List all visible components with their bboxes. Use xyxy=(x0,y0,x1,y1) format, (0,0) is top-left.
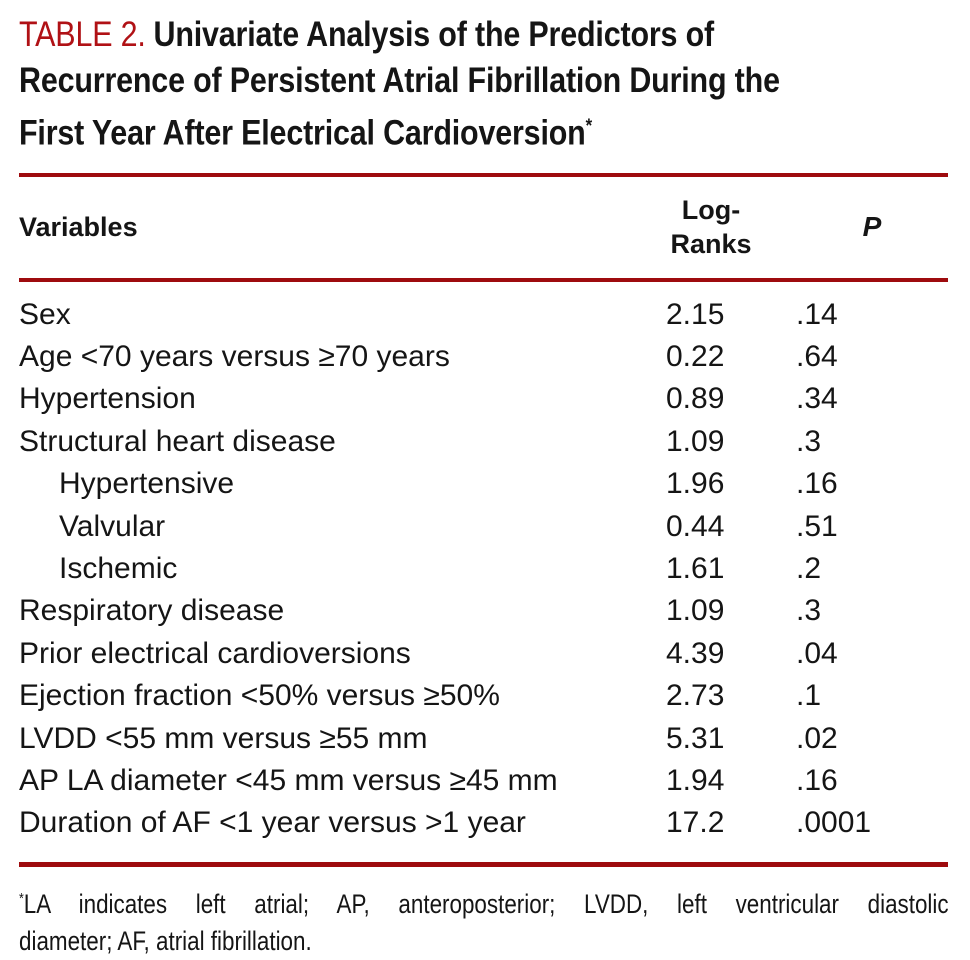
footnote-line-1: *LA indicates left atrial; AP, anteropos… xyxy=(19,881,949,923)
table-footnote: *LA indicates left atrial; AP, anteropos… xyxy=(19,881,949,960)
variable-cell: Ischemic xyxy=(59,552,178,585)
variable-cell: Age <70 years versus ≥70 years xyxy=(19,340,450,374)
p-value-cell: .1 xyxy=(796,679,822,713)
log-rank-cell: 1.61 xyxy=(666,552,725,585)
variable-cell: AP LA diameter <45 mm versus ≥45 mm xyxy=(19,763,558,797)
variable-cell: Respiratory disease xyxy=(19,594,285,628)
log-rank-cell: 0.22 xyxy=(666,340,725,374)
variable-cell: Duration of AF <1 year versus >1 year xyxy=(19,806,526,840)
variable-cell: LVDD <55 mm versus ≥55 mm xyxy=(19,721,428,755)
log-ranks-header-text: Log-Ranks xyxy=(670,195,752,260)
log-rank-cell: 1.96 xyxy=(666,467,725,501)
p-value-cell: .0001 xyxy=(796,806,872,840)
log-rank-cell: 1.09 xyxy=(666,594,725,628)
table-row: Hypertensive 1.96 .16 xyxy=(19,463,948,505)
log-rank-cell: 4.39 xyxy=(666,636,725,670)
table-row: Sex 2.15 .14 xyxy=(19,294,948,336)
p-value-cell: .02 xyxy=(796,721,838,755)
table-row: Valvular 0.44 .51 xyxy=(19,506,948,548)
table-row: LVDD <55 mm versus ≥55 mm 5.31 .02 xyxy=(19,718,948,760)
p-value-cell: .2 xyxy=(796,552,822,585)
p-value-cell: .3 xyxy=(796,594,822,628)
column-header-log-ranks: Log-Ranks xyxy=(646,193,776,261)
footnote-text-block: *LA indicates left atrial; AP, anteropos… xyxy=(19,881,949,960)
log-rank-cell: 2.15 xyxy=(666,297,725,331)
log-rank-cell: 17.2 xyxy=(666,806,725,840)
p-value-cell: .14 xyxy=(796,297,838,331)
table-row: Prior electrical cardioversions 4.39 .04 xyxy=(19,633,948,675)
top-rule xyxy=(19,172,948,177)
footnote-text-1: LA indicates left atrial; AP, anteropost… xyxy=(23,888,949,919)
title-text-1: Univariate Analysis of the Predictors of xyxy=(153,15,715,54)
table-row: Respiratory disease 1.09 .3 xyxy=(19,590,948,632)
variable-cell: Sex xyxy=(19,297,71,331)
table-row: Duration of AF <1 year versus >1 year 17… xyxy=(19,802,948,844)
title-line-1: TABLE 2. Univariate Analysis of the Predi… xyxy=(19,12,948,58)
variable-cell: Structural heart disease xyxy=(19,424,336,458)
title-line-3: First Year After Electrical Cardioversio… xyxy=(19,104,948,157)
table-row: AP LA diameter <45 mm versus ≥45 mm 1.94… xyxy=(19,760,948,802)
table-body: Sex 2.15 .14 Age <70 years versus ≥70 ye… xyxy=(19,282,948,845)
column-header-p: P xyxy=(862,211,882,243)
header-rule xyxy=(19,277,948,282)
log-rank-cell: 1.09 xyxy=(666,424,725,458)
bottom-rule xyxy=(19,861,948,867)
title-text-3: First Year After Electrical Cardioversio… xyxy=(19,113,586,153)
footnote-marker: * xyxy=(19,890,24,907)
variable-cell: Valvular xyxy=(59,509,166,543)
variable-cell: Prior electrical cardioversions xyxy=(19,636,411,670)
p-value-cell: .16 xyxy=(796,763,838,797)
table-row: Age <70 years versus ≥70 years 0.22 .64 xyxy=(19,336,948,378)
log-rank-cell: 5.31 xyxy=(666,721,725,755)
log-rank-cell: 0.89 xyxy=(666,382,725,416)
p-value-cell: .34 xyxy=(796,382,838,416)
p-value-cell: .3 xyxy=(796,424,822,458)
p-value-cell: .16 xyxy=(796,467,838,501)
table-row: Ejection fraction <50% versus ≥50% 2.73 … xyxy=(19,675,948,717)
table-title: TABLE 2. Univariate Analysis of the Predi… xyxy=(19,12,948,157)
table-header-row: Variables Log-Ranks P xyxy=(19,177,948,278)
table-row: Structural heart disease 1.09 .3 xyxy=(19,421,948,463)
title-footnote-marker: * xyxy=(585,116,593,137)
log-rank-cell: 2.73 xyxy=(666,679,725,713)
table-row: Ischemic 1.61 .2 xyxy=(19,548,948,590)
variable-cell: Ejection fraction <50% versus ≥50% xyxy=(19,679,500,713)
p-value-cell: .04 xyxy=(796,636,838,670)
variable-cell: Hypertensive xyxy=(59,467,235,501)
p-value-cell: .51 xyxy=(796,509,838,543)
table-number-label: TABLE 2. xyxy=(19,15,146,54)
title-line-2: Recurrence of Persistent Atrial Fibrilla… xyxy=(19,61,780,100)
column-header-variables: Variables xyxy=(19,211,138,242)
table-row: Hypertension 0.89 .34 xyxy=(19,378,948,420)
p-value-cell: .64 xyxy=(796,340,838,374)
variable-cell: Hypertension xyxy=(19,382,196,416)
footnote-line-2: diameter; AF, atrial fibrillation. xyxy=(19,925,312,956)
log-rank-cell: 0.44 xyxy=(666,509,725,543)
log-rank-cell: 1.94 xyxy=(666,763,725,797)
